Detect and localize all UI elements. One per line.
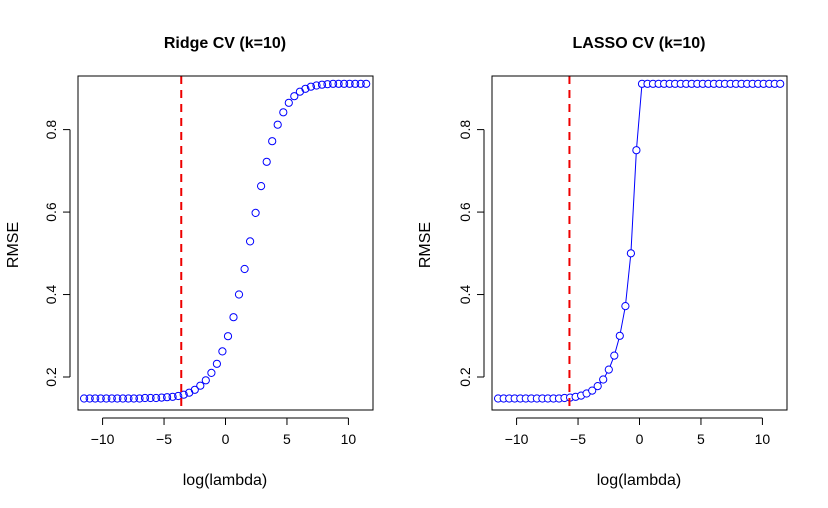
ridge-data-point [102,394,111,403]
ridge-data-point [118,394,128,403]
lasso-y-axis-label: RMSE [417,222,434,268]
ridge-data-point [146,393,155,403]
ridge-data-point [190,385,199,394]
lasso-data-point [610,351,619,360]
ridge-data-point [218,347,227,356]
ridge-data-point [317,80,327,89]
ridge-data-point [207,368,216,377]
ridge-data-point [246,237,255,246]
lasso-data-point [632,146,641,155]
ridge-data-marks [80,76,371,410]
ridge-data-point [340,79,349,88]
ridge-data-point [107,394,116,403]
ridge-data-point [96,394,105,403]
ridge-data-point [157,393,166,402]
ridge-y-tick-label: 0.2 [43,367,59,387]
ridge-data-point [279,108,288,117]
lasso-series-line [498,83,781,399]
lasso-cv-panel: LASSO CV (k=10) log(lambda) RMSE −10 −5 0 5… [417,35,788,489]
ridge-y-tick-label: 0.6 [43,202,59,222]
ridge-data-point [152,393,161,403]
ridge-x-tick-label: 0 [222,431,230,447]
ridge-data-point [345,79,354,88]
lasso-x-tick-label: −5 [570,431,586,447]
ridge-data-point [295,87,304,96]
ridge-data-point [273,120,282,129]
lasso-data-point [776,79,785,88]
lasso-x-tick-label: −10 [505,431,529,447]
ridge-data-point [212,359,221,368]
ridge-y-tick-label: 0.4 [43,285,59,305]
ridge-data-point [201,376,210,385]
lasso-data-point [626,249,636,258]
lasso-y-tick-label: 0.8 [457,120,473,140]
lasso-plot-frame [491,75,788,411]
ridge-chart-title: Ridge CV (k=10) [164,35,286,52]
lasso-x-tick-label: 10 [755,431,771,447]
ridge-data-point [174,391,183,401]
ridge-data-point [329,79,338,88]
lasso-y-tick-label: 0.4 [457,285,473,305]
ridge-plot-frame [77,75,374,411]
lasso-data-point [604,365,613,374]
ridge-data-point [196,381,205,390]
ridge-cv-panel: Ridge CV (k=10) log(lambda) RMSE −10 −5 0 5… [5,35,374,489]
ridge-data-point [234,290,244,299]
ridge-x-tick-label: 10 [341,431,357,447]
ridge-data-point [229,313,238,322]
lasso-x-tick-label: 0 [636,431,644,447]
lasso-chart-title: LASSO CV (k=10) [573,35,706,52]
ridge-data-point [356,79,365,88]
ridge-x-tick-label: −5 [156,431,172,447]
ridge-data-point [240,264,249,274]
ridge-data-point [223,332,233,341]
lasso-x-axis-label: log(lambda) [597,472,681,489]
ridge-data-point [312,81,321,90]
ridge-data-point [334,79,343,88]
ridge-data-point [80,394,89,403]
ridge-data-point [91,394,100,403]
ridge-data-point [135,394,144,403]
ridge-data-point [351,79,360,88]
ridge-data-point [140,393,150,403]
lasso-x-tick-label: 5 [697,431,705,447]
ridge-data-point [85,394,94,403]
ridge-data-point [179,390,188,399]
ridge-data-point [362,79,371,88]
ridge-x-tick-label: 5 [283,431,291,447]
ridge-y-tick-label: 0.8 [43,120,59,140]
lasso-data-marks [494,76,785,410]
ridge-data-point [168,392,177,401]
ridge-data-point [323,80,332,89]
lasso-y-tick-label: 0.6 [457,202,473,222]
ridge-data-point [262,157,271,166]
ridge-data-point [306,82,315,91]
ridge-y-axis-label: RMSE [5,222,22,268]
ridge-data-point [129,394,138,403]
lasso-data-point [599,375,608,384]
ridge-data-point [251,208,260,217]
ridge-data-point [163,393,172,402]
ridge-data-point [268,137,277,146]
ridge-data-point [113,394,122,403]
ridge-x-axis-label: log(lambda) [183,472,267,489]
lasso-axes: −10 −5 0 5 10 0.2 0.4 0.6 0.8 [457,120,770,447]
lasso-data-point [621,302,630,311]
lasso-data-point [615,331,624,340]
ridge-data-point [124,394,133,403]
ridge-data-point [257,182,266,191]
ridge-data-point [301,84,310,93]
ridge-data-point [284,98,293,107]
lasso-y-tick-label: 0.2 [457,367,473,387]
lasso-data-point [588,386,597,395]
ridge-data-point [290,92,299,101]
ridge-x-tick-label: −10 [91,431,115,447]
ridge-axes: −10 −5 0 5 10 0.2 0.4 0.6 0.8 [43,120,356,447]
lasso-data-point [593,382,602,391]
